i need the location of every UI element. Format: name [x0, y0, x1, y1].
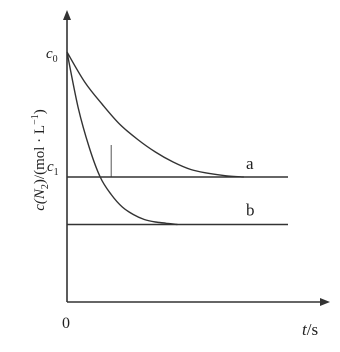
y-axis-arrow — [63, 10, 71, 20]
x-axis-arrow — [320, 298, 330, 306]
x-axis-label-var: t — [302, 320, 308, 339]
y-tick-c1: c1 — [47, 159, 59, 178]
y-tick-c0-sub: 0 — [53, 54, 58, 65]
y-tick-c0-main: c — [46, 46, 53, 62]
series-b-label: b — [246, 201, 255, 220]
y-tick-c1-main: c — [47, 159, 54, 175]
y-tick-c0: c0 — [46, 46, 58, 65]
y-axis-label-sub: 2 — [40, 184, 51, 189]
x-axis-label-unit: /s — [307, 320, 318, 339]
y-tick-c1-sub: 1 — [54, 167, 59, 178]
y-axis-label: c(N2)/(mol · L−1) — [30, 109, 51, 210]
y-axis-label-close: ) — [32, 109, 48, 114]
series-a-label: a — [246, 154, 254, 173]
y-axis-label-prefix: c(N — [32, 188, 48, 211]
series-a-curve — [66, 51, 244, 178]
origin-label: 0 — [62, 315, 70, 332]
series-b-curve — [66, 51, 178, 226]
y-axis-label-suffix: )/(mol · L — [32, 125, 48, 184]
y-axis-label-sup: −1 — [30, 114, 41, 125]
x-axis-label: t/s — [302, 320, 318, 339]
